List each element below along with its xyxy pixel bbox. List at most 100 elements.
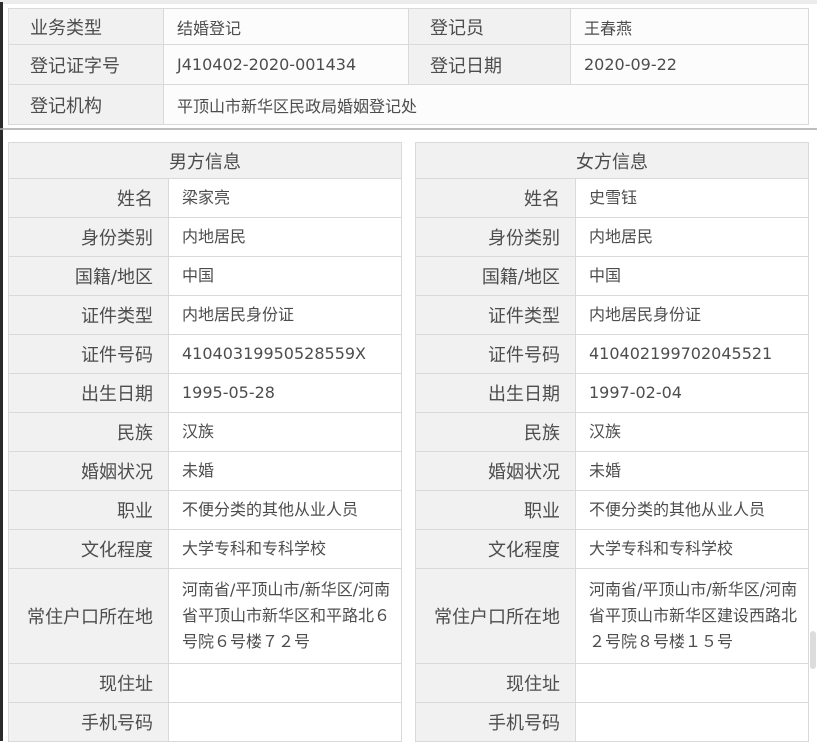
- field-label-name: 姓名: [415, 178, 576, 218]
- field-value-identity-category: 内地居民: [575, 217, 809, 257]
- male-info-body: 姓名 梁家亮 身份类别 内地居民 国籍/地区 中国 证件类型 内地居民身份证 证…: [8, 178, 402, 742]
- field-label-household-address: 常住户口所在地: [8, 568, 169, 664]
- field-row-name: 姓名 史雪钰: [415, 178, 809, 218]
- field-row-ethnicity: 民族 汉族: [415, 412, 809, 452]
- field-row-occupation: 职业 不便分类的其他从业人员: [8, 490, 402, 530]
- male-info-header-row: 男方信息: [8, 142, 402, 179]
- summary-row-3: 登记机构 平顶山市新华区民政局婚姻登记处: [8, 84, 809, 125]
- field-row-current-address: 现住址: [415, 663, 809, 703]
- field-row-name: 姓名 梁家亮: [8, 178, 402, 218]
- field-value-current-address: [168, 663, 402, 703]
- field-value-identity-category: 内地居民: [168, 217, 402, 257]
- field-label-nationality: 国籍/地区: [415, 256, 576, 296]
- screenshot-top-edge: [0, 0, 817, 4]
- field-value-occupation: 不便分类的其他从业人员: [575, 490, 809, 530]
- field-label-current-address: 现住址: [415, 663, 576, 703]
- section-divider-line: [0, 128, 817, 130]
- registration-agency-label: 登记机构: [8, 84, 164, 125]
- field-label-education: 文化程度: [8, 529, 169, 569]
- male-info-title: 男方信息: [8, 142, 402, 179]
- field-value-mobile-number: [168, 702, 402, 742]
- field-row-marital-status: 婚姻状况 未婚: [8, 451, 402, 491]
- field-value-name: 史雪钰: [575, 178, 809, 218]
- field-value-nationality: 中国: [168, 256, 402, 296]
- field-value-name: 梁家亮: [168, 178, 402, 218]
- field-label-mobile-number: 手机号码: [415, 702, 576, 742]
- business-type-label: 业务类型: [8, 8, 164, 45]
- scrollbar-thumb[interactable]: [810, 631, 816, 669]
- female-info-title: 女方信息: [415, 142, 809, 179]
- field-row-education: 文化程度 大学专科和专科学校: [415, 529, 809, 569]
- certificate-number-label: 登记证字号: [8, 44, 164, 85]
- field-label-ethnicity: 民族: [8, 412, 169, 452]
- field-row-id-number: 证件号码 41040319950528559X: [8, 334, 402, 374]
- field-value-ethnicity: 汉族: [168, 412, 402, 452]
- field-row-household-address: 常住户口所在地 河南省/平顶山市/新华区/河南省平顶山市新华区建设西路北２号院８…: [415, 568, 809, 664]
- female-info-header-row: 女方信息: [415, 142, 809, 179]
- field-label-id-type: 证件类型: [8, 295, 169, 335]
- field-value-mobile-number: [575, 702, 809, 742]
- field-value-current-address: [575, 663, 809, 703]
- field-row-id-number: 证件号码 410402199702045521: [415, 334, 809, 374]
- field-label-marital-status: 婚姻状况: [415, 451, 576, 491]
- field-label-nationality: 国籍/地区: [8, 256, 169, 296]
- field-row-household-address: 常住户口所在地 河南省/平顶山市/新华区/河南省平顶山市新华区和平路北６号院６号…: [8, 568, 402, 664]
- screenshot-left-edge: [0, 2, 3, 741]
- registrar-label: 登记员: [408, 8, 571, 45]
- certificate-number-value: J410402-2020-001434: [163, 44, 409, 85]
- field-value-marital-status: 未婚: [575, 451, 809, 491]
- field-row-current-address: 现住址: [8, 663, 402, 703]
- field-row-ethnicity: 民族 汉族: [8, 412, 402, 452]
- field-label-education: 文化程度: [415, 529, 576, 569]
- field-row-occupation: 职业 不便分类的其他从业人员: [415, 490, 809, 530]
- female-info-body: 姓名 史雪钰 身份类别 内地居民 国籍/地区 中国 证件类型 内地居民身份证 证…: [415, 178, 809, 742]
- field-row-birth-date: 出生日期 1995-05-28: [8, 373, 402, 413]
- field-row-marital-status: 婚姻状况 未婚: [415, 451, 809, 491]
- summary-row-2: 登记证字号 J410402-2020-001434 登记日期 2020-09-2…: [8, 44, 809, 85]
- registrar-value: 王春燕: [570, 8, 809, 45]
- field-row-id-type: 证件类型 内地居民身份证: [415, 295, 809, 335]
- field-value-marital-status: 未婚: [168, 451, 402, 491]
- field-value-id-type: 内地居民身份证: [168, 295, 402, 335]
- field-label-occupation: 职业: [415, 490, 576, 530]
- field-value-id-type: 内地居民身份证: [575, 295, 809, 335]
- field-label-identity-category: 身份类别: [415, 217, 576, 257]
- field-label-id-number: 证件号码: [8, 334, 169, 374]
- female-info-table: 女方信息 姓名 史雪钰 身份类别 内地居民 国籍/地区 中国 证件类型 内地居民…: [415, 142, 809, 742]
- field-label-name: 姓名: [8, 178, 169, 218]
- field-row-nationality: 国籍/地区 中国: [415, 256, 809, 296]
- field-label-marital-status: 婚姻状况: [8, 451, 169, 491]
- field-label-id-type: 证件类型: [415, 295, 576, 335]
- field-value-id-number: 410402199702045521: [575, 334, 809, 374]
- registration-agency-value: 平顶山市新华区民政局婚姻登记处: [163, 84, 809, 125]
- field-label-identity-category: 身份类别: [8, 217, 169, 257]
- field-label-occupation: 职业: [8, 490, 169, 530]
- registration-summary-table: 业务类型 结婚登记 登记员 王春燕 登记证字号 J410402-2020-001…: [8, 8, 809, 125]
- field-label-mobile-number: 手机号码: [8, 702, 169, 742]
- field-row-mobile-number: 手机号码: [415, 702, 809, 742]
- registration-date-value: 2020-09-22: [570, 44, 809, 85]
- field-row-id-type: 证件类型 内地居民身份证: [8, 295, 402, 335]
- field-row-identity-category: 身份类别 内地居民: [415, 217, 809, 257]
- field-value-education: 大学专科和专科学校: [168, 529, 402, 569]
- field-row-mobile-number: 手机号码: [8, 702, 402, 742]
- field-label-birth-date: 出生日期: [415, 373, 576, 413]
- field-label-household-address: 常住户口所在地: [415, 568, 576, 664]
- field-value-ethnicity: 汉族: [575, 412, 809, 452]
- field-value-birth-date: 1995-05-28: [168, 373, 402, 413]
- field-value-household-address: 河南省/平顶山市/新华区/河南省平顶山市新华区和平路北６号院６号楼７２号: [168, 568, 402, 664]
- field-value-household-address: 河南省/平顶山市/新华区/河南省平顶山市新华区建设西路北２号院８号楼１５号: [575, 568, 809, 664]
- field-row-education: 文化程度 大学专科和专科学校: [8, 529, 402, 569]
- field-row-nationality: 国籍/地区 中国: [8, 256, 402, 296]
- field-value-occupation: 不便分类的其他从业人员: [168, 490, 402, 530]
- male-info-table: 男方信息 姓名 梁家亮 身份类别 内地居民 国籍/地区 中国 证件类型 内地居民…: [8, 142, 402, 742]
- field-value-birth-date: 1997-02-04: [575, 373, 809, 413]
- field-label-current-address: 现住址: [8, 663, 169, 703]
- field-row-birth-date: 出生日期 1997-02-04: [415, 373, 809, 413]
- summary-row-1: 业务类型 结婚登记 登记员 王春燕: [8, 8, 809, 45]
- field-label-id-number: 证件号码: [415, 334, 576, 374]
- field-value-education: 大学专科和专科学校: [575, 529, 809, 569]
- field-value-id-number: 41040319950528559X: [168, 334, 402, 374]
- field-label-ethnicity: 民族: [415, 412, 576, 452]
- field-row-identity-category: 身份类别 内地居民: [8, 217, 402, 257]
